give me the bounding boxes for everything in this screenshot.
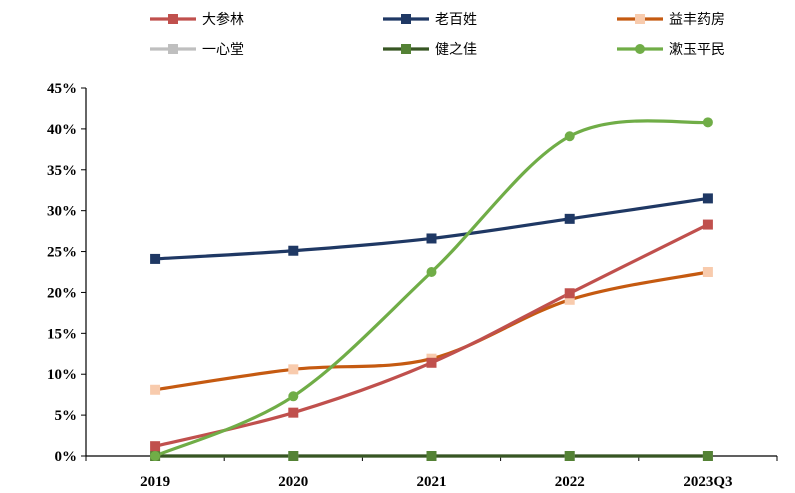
data-point: [702, 117, 713, 128]
legend-label: 漱玉平民: [669, 42, 725, 58]
y-tick-label: 15%: [47, 326, 77, 342]
y-tick-label: 10%: [47, 367, 77, 383]
legend-label: 老百姓: [435, 12, 477, 28]
y-tick-label: 5%: [55, 408, 78, 424]
data-point: [426, 357, 437, 368]
markers: [150, 117, 713, 461]
x-tick-label: 2023Q3: [683, 474, 732, 490]
data-point: [702, 267, 713, 277]
y-tick-label: 30%: [47, 204, 77, 220]
series-lines: [153, 119, 710, 458]
data-point: [702, 451, 713, 461]
y-tick-label: 20%: [47, 285, 77, 301]
legend-label: 一心堂: [202, 42, 244, 58]
legend-marker: [635, 44, 645, 54]
series-line-5: [153, 119, 710, 458]
x-tick-label: 2022: [555, 474, 585, 490]
data-point: [150, 451, 161, 461]
data-point: [564, 294, 575, 305]
legend-marker: [168, 14, 178, 24]
y-tick-label: 45%: [47, 81, 77, 97]
data-point: [564, 213, 575, 224]
y-tick-label: 25%: [47, 245, 77, 261]
series-line-0: [153, 222, 710, 448]
y-tick-label: 40%: [47, 122, 77, 138]
y-tick-label: 0%: [55, 449, 78, 465]
series-line-1: [153, 196, 710, 261]
data-point: [702, 193, 713, 204]
data-point: [150, 253, 161, 264]
data-point: [288, 451, 299, 461]
legend-marker: [401, 44, 411, 54]
data-point: [150, 441, 161, 452]
x-tick-label: 2021: [417, 474, 447, 490]
data-point: [288, 391, 299, 402]
data-point: [564, 131, 575, 142]
legend-label: 健之佳: [435, 42, 477, 58]
data-point: [564, 451, 575, 461]
axes: 0% 5% 10% 15% 20% 25% 30% 35% 40% 45% 2019 2020 2021…: [47, 81, 778, 490]
legend-marker: [168, 44, 178, 54]
legend-label: 益丰药房: [669, 12, 725, 28]
data-point: [426, 267, 437, 277]
data-point: [288, 407, 299, 418]
data-point: [288, 364, 299, 375]
legend-label: 大参林: [202, 11, 244, 28]
data-point: [426, 451, 437, 461]
legend-marker: [401, 14, 411, 24]
legend-marker: [635, 14, 645, 24]
series-line-2: [153, 270, 710, 392]
data-point: [426, 233, 437, 244]
x-tick-label: 2020: [278, 474, 308, 490]
y-tick-label: 35%: [47, 163, 77, 179]
data-point: [702, 219, 713, 230]
data-point: [564, 288, 575, 299]
x-tick-label: 2019: [140, 474, 170, 490]
data-point: [150, 384, 161, 395]
data-point: [288, 245, 299, 256]
